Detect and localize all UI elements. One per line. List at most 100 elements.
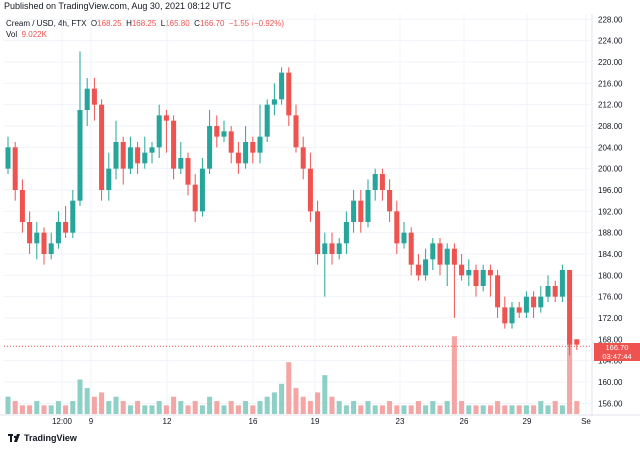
volume-bar <box>243 401 249 414</box>
y-tick-label: 156.00 <box>598 399 623 408</box>
volume-bar <box>372 405 378 414</box>
volume-bar <box>329 396 335 414</box>
candle-body <box>77 110 83 201</box>
candle-body <box>199 168 205 212</box>
volume-bar <box>336 401 342 414</box>
volume-bar <box>91 396 97 414</box>
candle-body <box>293 115 299 148</box>
footer-bar: TradingView <box>0 431 640 449</box>
volume-bar <box>84 388 90 414</box>
volume-bar <box>358 405 364 414</box>
y-tick-label: 192.00 <box>598 207 623 216</box>
candle-body <box>300 147 306 169</box>
candle-body <box>423 259 429 276</box>
volume-bar <box>567 319 573 414</box>
volume-bar <box>509 405 515 414</box>
candle-body <box>250 142 256 153</box>
candle-body <box>12 147 18 190</box>
volume-bar <box>502 405 508 414</box>
volume-bar <box>27 405 33 414</box>
x-tick-label: 9 <box>89 417 94 426</box>
candle-body <box>394 211 400 244</box>
x-tick-label: 29 <box>523 417 532 426</box>
candle-body <box>99 104 105 190</box>
volume-bar <box>192 401 198 414</box>
high-label: H <box>126 19 132 28</box>
close-value: 166.70 <box>199 19 225 28</box>
last-price-value: 166.70 <box>605 343 629 352</box>
volume-bar <box>156 401 162 414</box>
volume-bar <box>487 405 493 414</box>
candle-body <box>19 190 25 222</box>
y-tick-label: 176.00 <box>598 293 623 302</box>
header-bar: Published on TradingView.com, Aug 30, 20… <box>0 0 640 14</box>
volume-bar <box>394 405 400 414</box>
candle-body <box>243 142 249 164</box>
volume-bar <box>387 401 393 414</box>
volume-bar <box>545 405 551 414</box>
published-label: Published on TradingView.com, Aug 30, 20… <box>4 1 231 11</box>
volume-bar <box>538 401 544 414</box>
x-tick-label: 12:00 <box>52 417 73 426</box>
candle-body <box>365 190 371 222</box>
candle-body <box>55 222 61 244</box>
candle-body <box>271 99 277 105</box>
candle-body <box>286 72 292 116</box>
y-tick-label: 196.00 <box>598 186 623 195</box>
volume-value: 9.022K <box>21 30 47 39</box>
candle-body <box>387 190 393 212</box>
volume-bar <box>559 405 565 414</box>
price-chart[interactable]: 156.00 160.00 164.00 168.00 172.00 176.00 180.… <box>0 0 640 431</box>
volume-bar <box>257 401 263 414</box>
tradingview-icon <box>8 434 20 442</box>
volume-bar <box>271 392 277 414</box>
candle-body <box>574 339 580 345</box>
candle-body <box>336 243 342 254</box>
candle-body <box>34 232 40 244</box>
volume-bar <box>235 405 241 414</box>
candle-body <box>567 270 573 345</box>
candle-body <box>545 286 551 297</box>
volume-bar <box>466 405 472 414</box>
candle-body <box>495 275 501 308</box>
volume-bar <box>473 405 479 414</box>
candle-body <box>142 152 148 164</box>
volume-bar <box>214 401 220 414</box>
volume-bar <box>221 405 227 414</box>
candle-body <box>516 307 522 313</box>
candle-body <box>163 115 169 121</box>
x-tick-label: 23 <box>396 417 405 426</box>
volume-label: Vol <box>6 30 18 39</box>
y-tick-label: 204.00 <box>598 143 623 152</box>
y-tick-label: 216.00 <box>598 79 623 88</box>
volume-bar <box>77 379 83 414</box>
candle-body <box>351 200 357 222</box>
volume-bar <box>70 401 76 414</box>
candle-body <box>70 200 76 233</box>
volume-bar <box>401 405 407 414</box>
volume-bar <box>415 401 421 414</box>
x-tick-label: Se <box>581 417 591 426</box>
volume-bar <box>127 405 133 414</box>
volume-bar <box>523 405 529 414</box>
volume-bar <box>163 405 169 414</box>
y-tick-label: 172.00 <box>598 314 623 323</box>
x-tick-label: 16 <box>249 417 258 426</box>
symbol-name[interactable]: Cream / USD, 4h, FTX <box>6 19 87 28</box>
candle-body <box>502 307 508 324</box>
candle-body <box>451 248 457 265</box>
candle-body <box>27 222 33 244</box>
candle-body <box>437 243 443 265</box>
last-price-badge: 166.70 03:47:44 <box>594 343 640 361</box>
candle-body <box>221 131 227 137</box>
y-tick-label: 180.00 <box>598 271 623 280</box>
candle-body <box>178 158 184 169</box>
volume-bar <box>408 405 414 414</box>
candle-body <box>228 131 234 153</box>
volume-bar <box>34 401 40 414</box>
candle-body <box>257 136 263 153</box>
tradingview-logo[interactable]: TradingView <box>8 433 77 443</box>
low-value: 165.80 <box>165 19 190 28</box>
volume-bar <box>459 401 465 414</box>
candle-body <box>5 147 11 169</box>
